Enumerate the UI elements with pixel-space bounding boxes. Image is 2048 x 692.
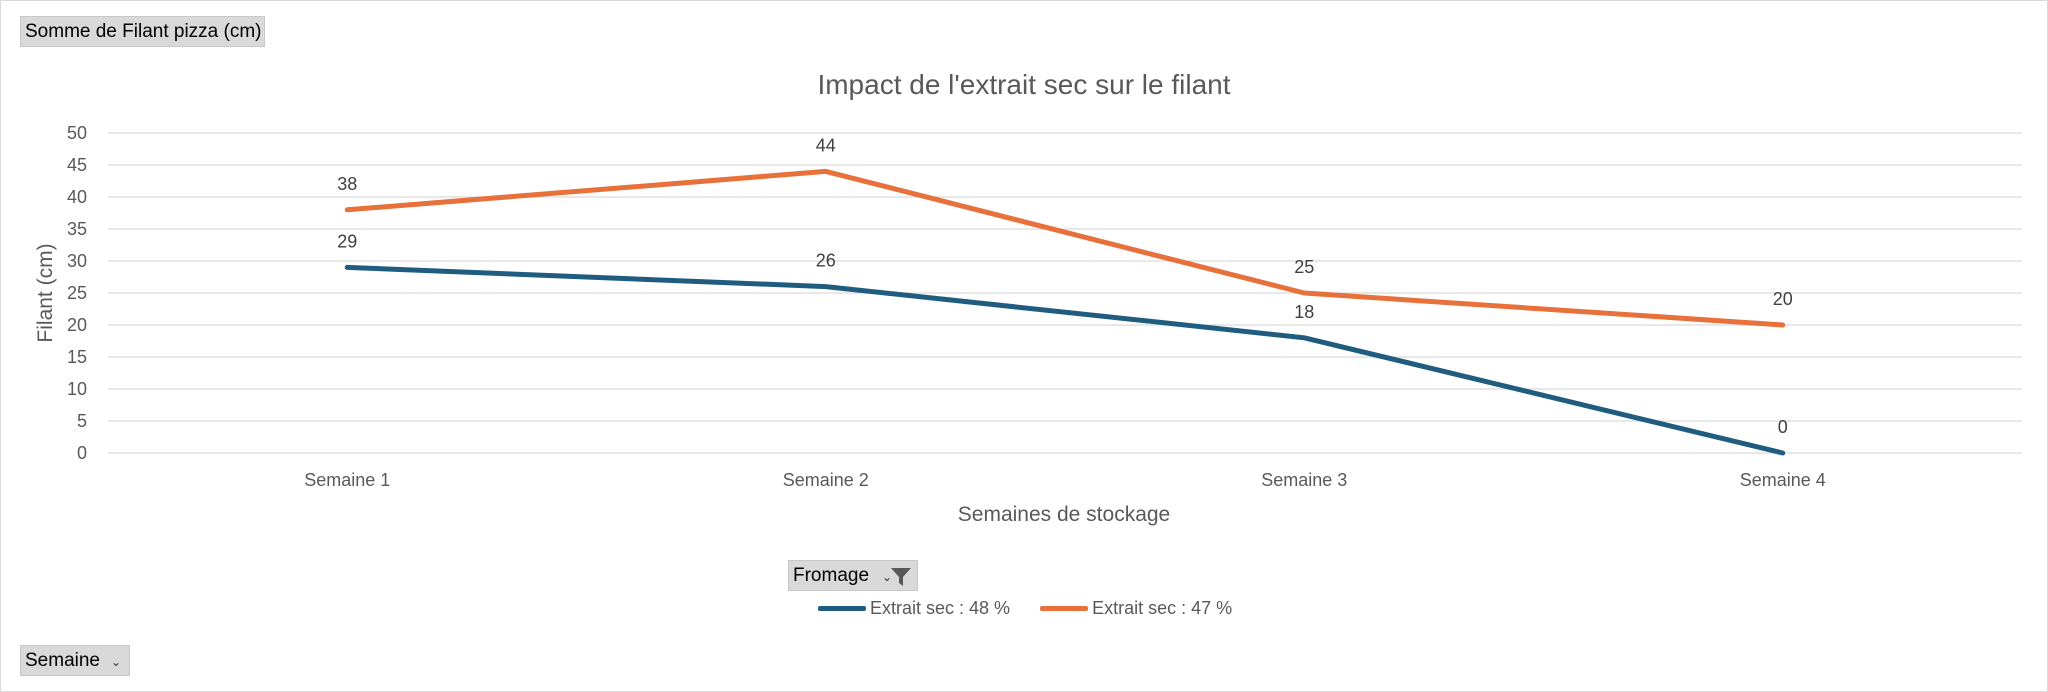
data-labels: 29 26 18 0 38 44 25 20 xyxy=(337,135,1793,437)
value-field-label: Somme de Filant pizza (cm) xyxy=(25,21,262,42)
legend-item[interactable]: Extrait sec : 47 % xyxy=(1040,598,1232,619)
filter-icon[interactable] xyxy=(890,567,912,587)
y-tick-label: 50 xyxy=(67,123,87,143)
data-label: 18 xyxy=(1294,302,1314,322)
chart-title: Impact de l'extrait sec sur le filant xyxy=(817,69,1230,100)
value-field-button[interactable]: Somme de Filant pizza (cm) xyxy=(20,16,265,47)
y-tick-label: 0 xyxy=(77,443,87,463)
y-tick-label: 35 xyxy=(67,219,87,239)
y-tick-label: 15 xyxy=(67,347,87,367)
series-line[interactable] xyxy=(344,168,1786,328)
legend-field-label: Fromage xyxy=(793,565,870,586)
y-tick-label: 5 xyxy=(77,411,87,431)
legend-swatch xyxy=(818,606,866,611)
y-tick-label: 10 xyxy=(67,379,87,399)
legend-field-button[interactable]: Fromage ⌄ xyxy=(788,560,918,591)
y-tick-label: 20 xyxy=(67,315,87,335)
x-tick-label: Semaine 1 xyxy=(304,470,390,490)
y-axis-title: Filant (cm) xyxy=(34,243,57,342)
series-lines[interactable] xyxy=(344,168,1786,456)
legend-swatch xyxy=(1040,606,1089,611)
series-line[interactable] xyxy=(344,264,1786,456)
y-tick-label: 30 xyxy=(67,251,87,271)
chevron-down-icon: ⌄ xyxy=(882,570,893,584)
data-label: 0 xyxy=(1778,417,1788,437)
x-axis-title: Semaines de stockage xyxy=(958,503,1170,526)
data-label: 29 xyxy=(337,231,357,251)
legend-item[interactable]: Extrait sec : 48 % xyxy=(818,598,1010,619)
y-tick-label: 25 xyxy=(67,283,87,303)
y-tick-label: 40 xyxy=(67,187,87,207)
legend-label: Extrait sec : 48 % xyxy=(870,598,1011,618)
axis-field-label: Semaine xyxy=(25,650,100,671)
x-axis-ticks: Semaine 1 Semaine 2 Semaine 3 Semaine 4 xyxy=(304,470,1826,490)
axis-field-button[interactable]: Semaine ⌄ xyxy=(20,645,130,676)
x-tick-label: Semaine 4 xyxy=(1740,470,1826,490)
y-tick-label: 45 xyxy=(67,155,87,175)
gridlines xyxy=(108,132,2022,454)
chevron-down-icon: ⌄ xyxy=(111,655,122,669)
y-axis-ticks: 0 5 10 15 20 25 30 35 40 45 50 xyxy=(67,123,87,463)
data-label: 20 xyxy=(1773,289,1793,309)
x-tick-label: Semaine 3 xyxy=(1261,470,1347,490)
data-label: 44 xyxy=(816,135,836,155)
legend-label: Extrait sec : 47 % xyxy=(1092,598,1233,618)
data-label: 38 xyxy=(337,174,357,194)
chart-legend: Extrait sec : 48 % Extrait sec : 47 % xyxy=(818,598,1232,619)
x-tick-label: Semaine 2 xyxy=(783,470,869,490)
data-label: 25 xyxy=(1294,257,1314,277)
data-label: 26 xyxy=(816,251,836,271)
